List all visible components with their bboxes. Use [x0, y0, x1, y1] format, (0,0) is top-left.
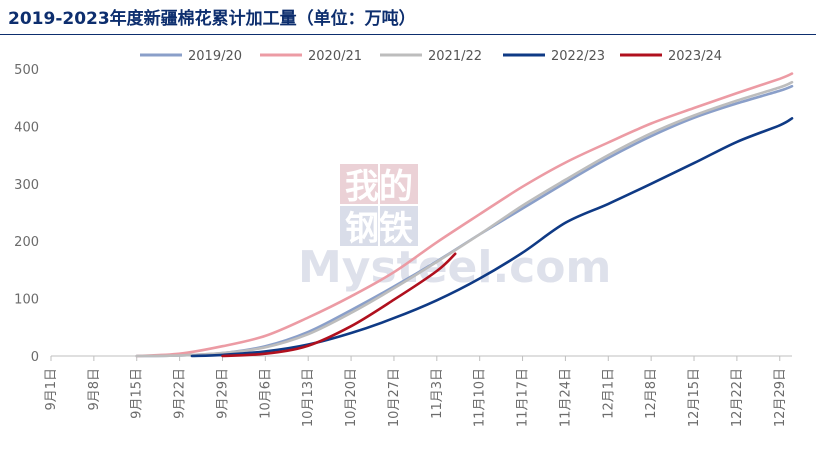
y-tick-label: 200	[14, 235, 39, 250]
watermark-line2: 钢铁	[345, 209, 413, 249]
y-tick-label: 500	[14, 63, 39, 78]
y-tick-label: 400	[14, 120, 39, 135]
watermark-box-3	[340, 206, 378, 246]
watermark-box-1	[340, 164, 378, 204]
x-tick-label: 9月22日	[173, 368, 188, 419]
x-tick-label: 10月13日	[301, 368, 316, 427]
x-tick-label: 9月8日	[87, 368, 102, 411]
x-tick-label: 9月29日	[215, 368, 230, 419]
x-tick-label: 10月20日	[344, 368, 359, 427]
legend-label-2020-21: 2020/21	[308, 49, 362, 64]
x-tick-label: 12月29日	[773, 368, 788, 427]
x-tick-label: 12月1日	[601, 368, 616, 419]
axes: 0 100 200 300 400 500 9月1日 9月8日 9月15日 9月22日 9月29日 1…	[14, 63, 792, 427]
watermark-box-2	[380, 164, 418, 204]
series-line-2022-23	[190, 117, 794, 358]
x-tick-label: 11月3日	[430, 368, 445, 419]
watermark: 我的 钢铁 Mysteel.com	[298, 164, 611, 293]
x-tick-label: 9月1日	[44, 368, 59, 411]
y-tick-label: 0	[31, 350, 39, 365]
y-tick-label: 100	[14, 293, 39, 308]
legend-label-2022-23: 2022/23	[551, 49, 605, 64]
legend-label-2023-24: 2023/24	[668, 49, 722, 64]
watermark-line1: 我的	[345, 167, 413, 207]
x-tick-label: 11月24日	[558, 368, 573, 427]
title-underline	[0, 34, 816, 35]
chart-title: 2019-2023年度新疆棉花累计加工量（单位：万吨）	[8, 9, 416, 29]
watermark-box-4	[380, 206, 418, 246]
x-tick-label: 12月22日	[730, 368, 745, 427]
legend-label-2021-22: 2021/22	[428, 49, 482, 64]
series-line-2021-22	[135, 80, 794, 358]
x-tick-label: 9月15日	[130, 368, 145, 419]
x-tick-label: 10月6日	[258, 368, 273, 419]
x-tick-label: 11月10日	[473, 368, 488, 427]
series-line-2020-21	[135, 72, 794, 358]
series-lines	[135, 72, 794, 358]
x-tick-label: 12月15日	[687, 368, 702, 427]
series-line-2019-20	[135, 84, 794, 358]
legend: 2019/20 2020/21 2021/22 2022/23 2023/24	[140, 49, 722, 64]
y-tick-label: 300	[14, 178, 39, 193]
x-tick-label: 11月17日	[516, 368, 531, 427]
x-tick-label: 10月27日	[387, 368, 402, 427]
x-tick-label: 12月8日	[644, 368, 659, 419]
series-line-2023-24	[221, 252, 457, 358]
legend-label-2019-20: 2019/20	[188, 49, 242, 64]
